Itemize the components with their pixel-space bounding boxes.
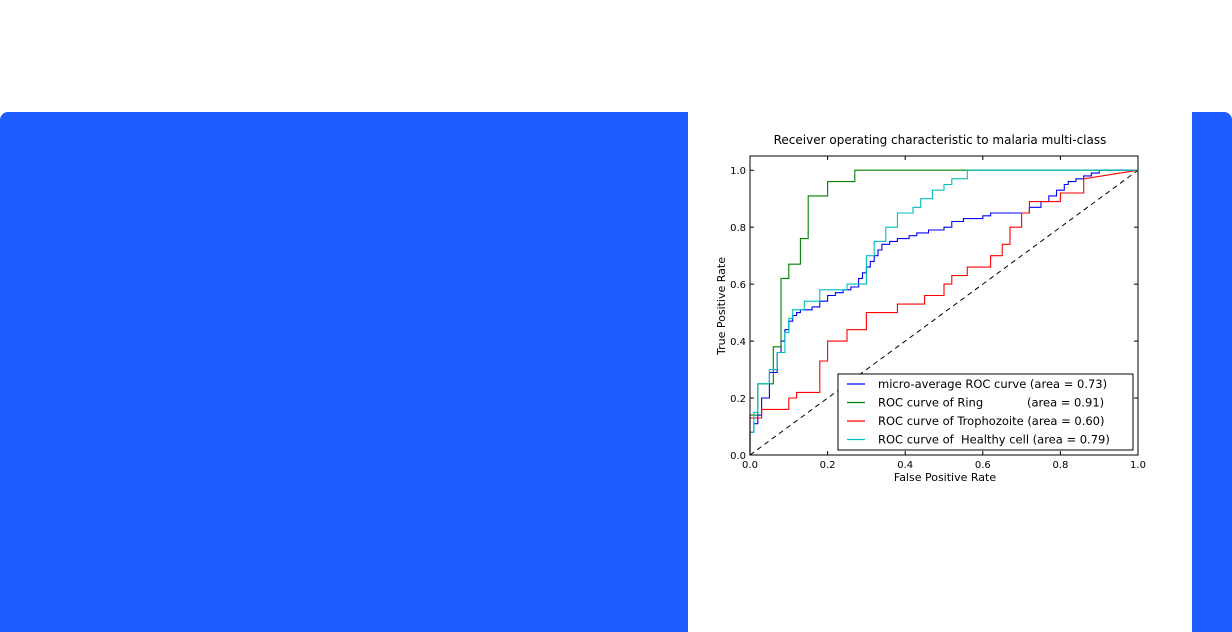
roc-curve-series-3 bbox=[749, 169, 1138, 455]
x-tick-label: 0.4 bbox=[897, 460, 913, 471]
x-tick-label: 0.6 bbox=[975, 460, 991, 471]
x-axis-label: False Positive Rate bbox=[894, 471, 996, 484]
legend: micro-average ROC curve (area = 0.73) ROC… bbox=[837, 373, 1134, 451]
y-tick-label: 1.0 bbox=[730, 166, 746, 177]
y-axis-label: True Positive Rate bbox=[715, 257, 728, 356]
roc-curve-series-0 bbox=[749, 169, 1138, 455]
chart-title: Receiver operating characteristic to mal… bbox=[774, 133, 1107, 147]
series-lines bbox=[749, 169, 1139, 456]
left-blue-panel bbox=[0, 112, 688, 632]
legend-entry: micro-average ROC curve (area = 0.73) bbox=[878, 377, 1107, 391]
y-tick-label: 0.0 bbox=[730, 451, 746, 462]
y-tick-label: 0.6 bbox=[730, 280, 746, 291]
plot-frame bbox=[749, 155, 1139, 456]
x-tick-label: 0.0 bbox=[742, 460, 758, 471]
legend-box bbox=[837, 373, 1134, 451]
y-tick-label: 0.8 bbox=[730, 223, 746, 234]
y-tick-label: 0.4 bbox=[730, 337, 746, 348]
roc-curve-series-2 bbox=[749, 169, 1139, 455]
right-blue-panel bbox=[1192, 112, 1232, 632]
legend-entry: ROC curve of Healthy cell (area = 0.79) bbox=[878, 433, 1110, 447]
x-tick-label: 0.2 bbox=[820, 460, 836, 471]
legend-entry: ROC curve of Trophozoite (area = 0.60) bbox=[878, 414, 1105, 428]
y-tick-label: 0.2 bbox=[730, 394, 746, 405]
legend-entry: ROC curve of Ring (area = 0.91) bbox=[878, 396, 1104, 410]
x-tick-label: 1.0 bbox=[1130, 460, 1146, 471]
x-tick-label: 0.8 bbox=[1052, 460, 1068, 471]
